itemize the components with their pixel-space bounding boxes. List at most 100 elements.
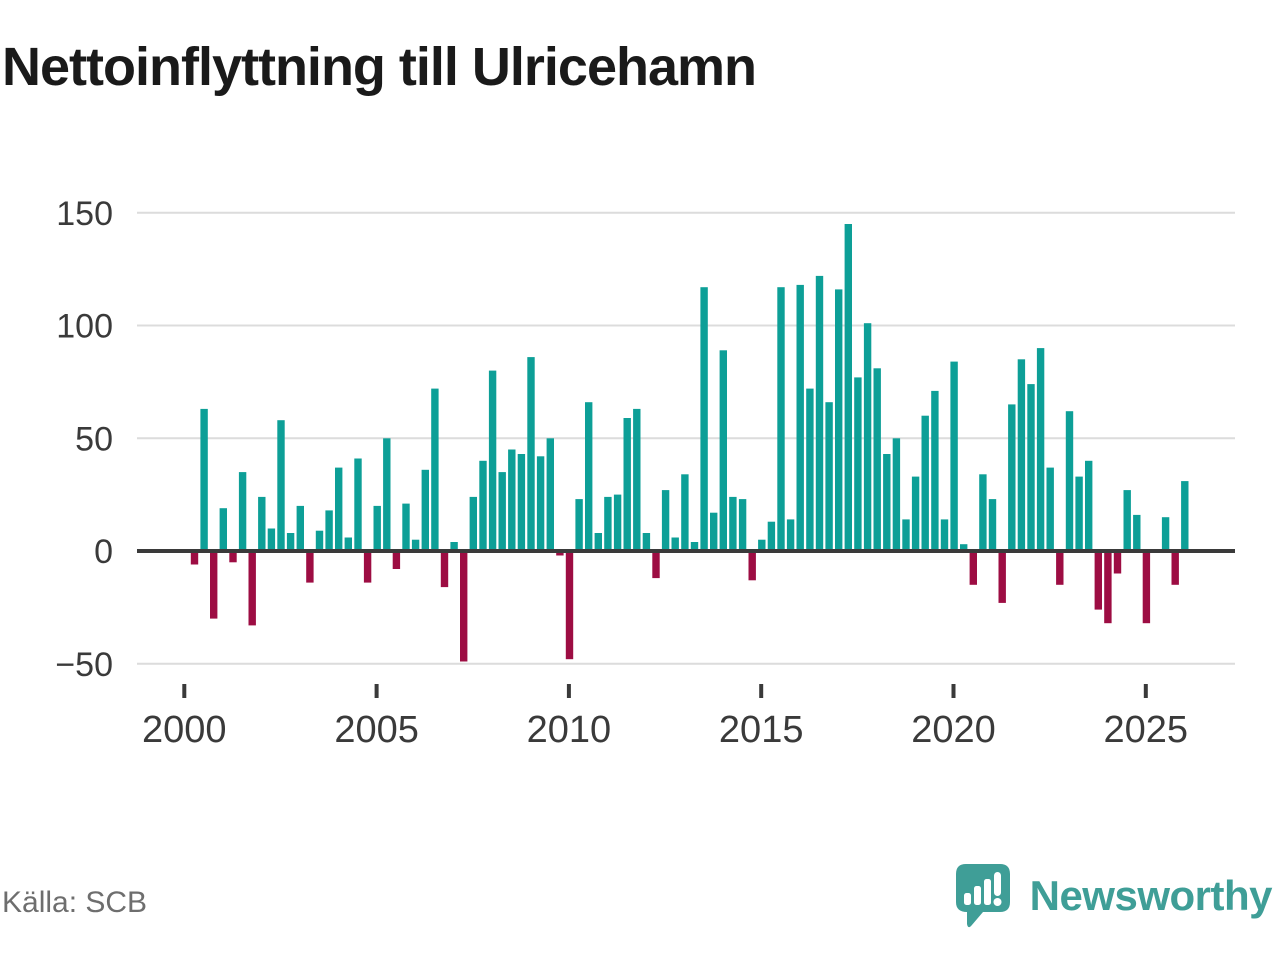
bar-2002Q4 <box>296 505 304 551</box>
bar-2021Q3 <box>1017 359 1026 551</box>
bar-2010Q1 <box>575 499 583 551</box>
x-axis-labels: 2000 2005 2010 2015 2020 2025 <box>142 709 1188 751</box>
bar-2014Q1 <box>729 496 737 551</box>
bar-2009Q2 <box>546 438 554 552</box>
newsworthy-logo-icon <box>955 864 1010 928</box>
bar-2011Q3 <box>633 408 641 551</box>
bar-2011Q4 <box>642 533 651 551</box>
bar-2005Q4 <box>411 539 420 551</box>
bar-2012Q4 <box>681 474 689 551</box>
bar-2020Q1 <box>960 544 968 551</box>
bar-2023Q2 <box>1085 460 1093 551</box>
bar-2024Q2 <box>1123 490 1131 551</box>
bar-2007Q4 <box>488 370 497 551</box>
bar-2021Q4 <box>1027 384 1035 551</box>
bar-2000Q2 <box>200 408 208 551</box>
bar-2022Q3 <box>1056 551 1064 585</box>
bar-2019Q4 <box>950 361 958 551</box>
bar-2004Q4 <box>373 505 381 551</box>
bar-2010Q4 <box>604 496 612 551</box>
bar-2018Q2 <box>892 438 901 552</box>
x-tick-label-2015: 2015 <box>719 709 804 751</box>
bar-2008Q3 <box>517 454 526 551</box>
bar-2010Q2 <box>585 402 593 551</box>
bar-2014Q2 <box>738 499 747 551</box>
bar-2004Q2 <box>354 458 362 551</box>
x-tick-label-2010: 2010 <box>527 709 612 751</box>
bar-2014Q4 <box>758 539 766 551</box>
bar-2005Q2 <box>392 551 401 569</box>
bars <box>190 224 1189 662</box>
bar-2015Q3 <box>786 519 795 551</box>
chart-area: 150 100 50 0 −50 2000 2005 2010 2015 2020 2025 <box>55 195 1235 751</box>
bar-2020Q4 <box>988 499 997 551</box>
bar-2013Q4 <box>719 350 727 551</box>
bar-2004Q3 <box>363 551 372 583</box>
newsworthy-branding: Newsworthy <box>952 860 1273 932</box>
bar-2021Q1 <box>998 551 1006 603</box>
bar-2017Q2 <box>854 377 862 551</box>
bar-2002Q2 <box>277 420 285 551</box>
bar-2015Q2 <box>777 287 785 551</box>
bar-2024Q3 <box>1133 514 1141 551</box>
bar-2025Q4 <box>1181 481 1189 551</box>
gridlines <box>137 211 1235 665</box>
bar-2018Q3 <box>902 519 910 551</box>
bar-2019Q1 <box>921 415 929 551</box>
bar-2006Q2 <box>431 388 439 551</box>
bar-2017Q4 <box>873 368 881 551</box>
bar-2000Q4 <box>219 508 227 551</box>
bar-2022Q4 <box>1065 411 1074 551</box>
bar-2003Q1 <box>306 551 314 583</box>
source-caption: Källa: SCB <box>2 886 148 919</box>
bar-2005Q3 <box>402 503 410 551</box>
bar-2013Q1 <box>690 542 699 551</box>
bar-2007Q1 <box>460 551 468 662</box>
bar-2003Q2 <box>315 530 324 551</box>
bar-2006Q3 <box>440 551 449 588</box>
x-axis-ticks <box>182 684 1148 698</box>
bar-chart: 150 100 50 0 −50 2000 2005 2010 2015 2020 2025 <box>55 195 1235 751</box>
bar-2022Q2 <box>1046 467 1054 551</box>
bar-2009Q1 <box>536 456 545 551</box>
bar-2008Q2 <box>508 449 516 551</box>
bar-2011Q1 <box>613 494 622 551</box>
x-tick-label-2025: 2025 <box>1104 709 1189 751</box>
bar-2008Q4 <box>527 357 535 551</box>
y-axis-labels: 150 100 50 0 −50 <box>55 195 113 684</box>
bar-2015Q4 <box>796 284 804 551</box>
bar-2001Q2 <box>238 472 247 551</box>
bar-2020Q3 <box>979 474 987 551</box>
bar-2019Q2 <box>931 390 939 551</box>
bar-2000Q3 <box>210 551 218 619</box>
bar-2023Q1 <box>1075 476 1083 551</box>
bar-2008Q1 <box>498 472 506 551</box>
bar-2016Q3 <box>825 402 833 551</box>
bar-2012Q2 <box>661 490 670 551</box>
bar-2002Q1 <box>267 528 276 551</box>
x-tick-label-2020: 2020 <box>911 709 996 751</box>
bar-2024Q4 <box>1142 551 1151 624</box>
bar-2016Q2 <box>815 275 824 551</box>
bar-2001Q1 <box>229 551 237 563</box>
bar-2007Q3 <box>479 460 487 551</box>
bar-2015Q1 <box>767 521 776 551</box>
y-tick-label-50: 50 <box>75 420 113 458</box>
y-tick-label--50: −50 <box>55 646 113 684</box>
x-tick-label-2000: 2000 <box>142 709 227 751</box>
y-tick-label-100: 100 <box>56 308 113 346</box>
bar-2006Q1 <box>421 469 429 551</box>
bar-2003Q3 <box>325 510 333 551</box>
bar-2012Q1 <box>652 551 660 579</box>
bar-2018Q4 <box>911 476 920 551</box>
bar-2021Q2 <box>1008 404 1016 551</box>
bar-2018Q1 <box>883 454 891 551</box>
bar-2013Q2 <box>700 287 708 551</box>
bar-2003Q4 <box>335 467 343 551</box>
bar-2012Q3 <box>671 537 679 551</box>
bar-2020Q2 <box>969 551 977 585</box>
bar-2011Q2 <box>623 418 631 551</box>
bar-2023Q3 <box>1094 551 1102 610</box>
bar-2005Q1 <box>383 438 391 552</box>
